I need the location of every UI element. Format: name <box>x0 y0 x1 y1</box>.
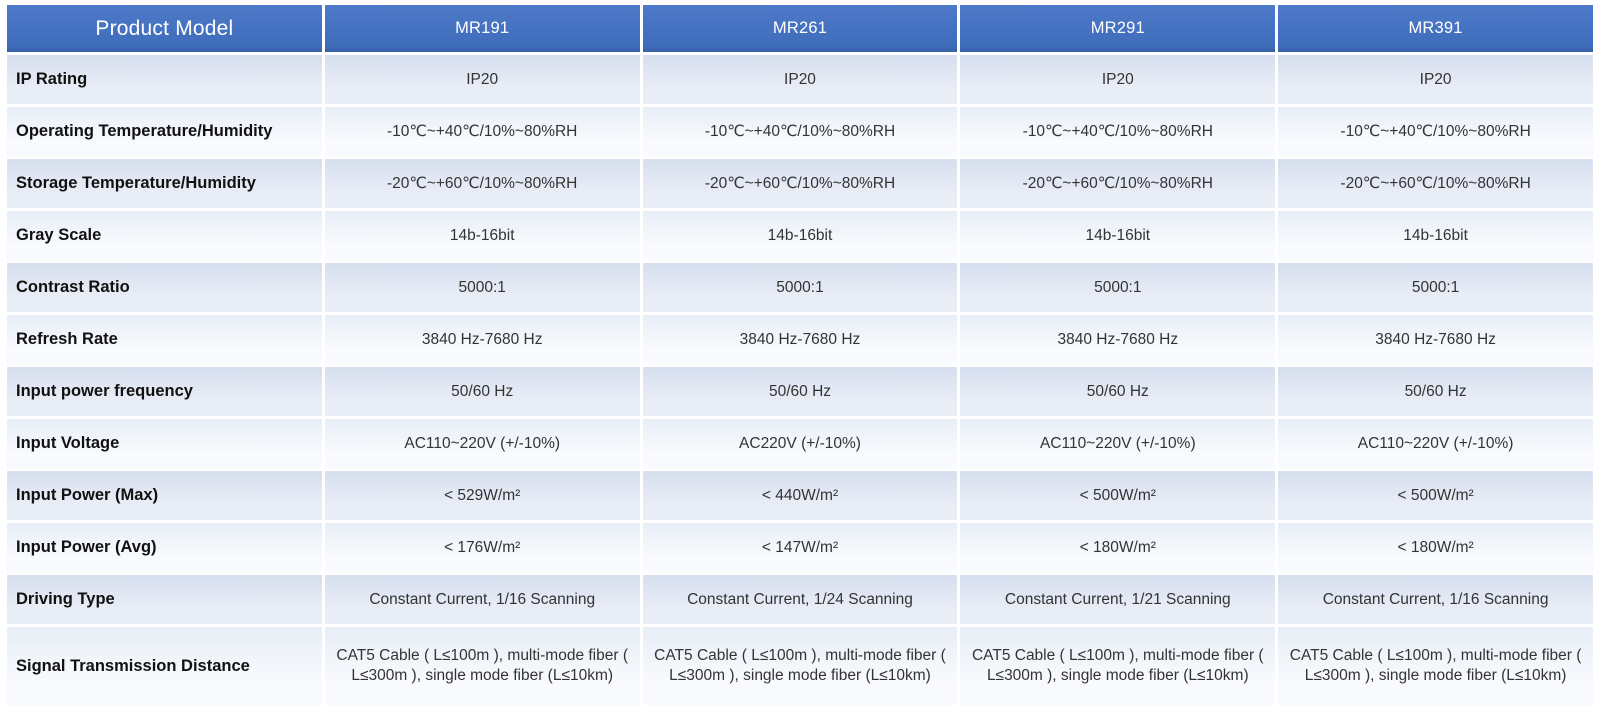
header-model-mr191: MR191 <box>324 5 640 52</box>
header-product-model: Product Model <box>7 5 322 52</box>
cell-value: 50/60 Hz <box>960 367 1276 416</box>
spec-table-header: Product Model MR191 MR261 MR291 MR391 <box>7 5 1593 52</box>
cell-value: 14b-16bit <box>642 211 958 260</box>
row-label: Operating Temperature/Humidity <box>7 107 322 156</box>
cell-value: -20℃~+60℃/10%~80%RH <box>960 159 1276 208</box>
cell-value: 14b-16bit <box>324 211 640 260</box>
cell-value: < 147W/m² <box>642 523 958 572</box>
header-model-mr391: MR391 <box>1278 5 1593 52</box>
row-label: Input Power (Avg) <box>7 523 322 572</box>
cell-value: 5000:1 <box>960 263 1276 312</box>
header-row: Product Model MR191 MR261 MR291 MR391 <box>7 5 1593 52</box>
table-row: IP Rating IP20 IP20 IP20 IP20 <box>7 55 1593 104</box>
cell-value: < 180W/m² <box>1278 523 1593 572</box>
cell-value: IP20 <box>1278 55 1593 104</box>
product-spec-table: Product Model MR191 MR261 MR291 MR391 IP Ra… <box>4 2 1596 708</box>
row-label: Signal Transmission Distance <box>7 627 322 705</box>
cell-value: Constant Current, 1/16 Scanning <box>324 575 640 624</box>
cell-value: Constant Current, 1/16 Scanning <box>1278 575 1593 624</box>
table-row: Signal Transmission Distance CAT5 Cable … <box>7 627 1593 705</box>
table-row: Input power frequency 50/60 Hz 50/60 Hz 50… <box>7 367 1593 416</box>
cell-value: -10℃~+40℃/10%~80%RH <box>1278 107 1593 156</box>
row-label: Contrast Ratio <box>7 263 322 312</box>
table-row: Operating Temperature/Humidity -10℃~+40℃… <box>7 107 1593 156</box>
cell-value: AC110~220V (+/-10%) <box>1278 419 1593 468</box>
row-label: Input Voltage <box>7 419 322 468</box>
cell-value: 3840 Hz-7680 Hz <box>324 315 640 364</box>
cell-value: CAT5 Cable ( L≤100m ), multi-mode fiber … <box>960 627 1276 705</box>
cell-value: AC110~220V (+/-10%) <box>960 419 1276 468</box>
table-row: Gray Scale 14b-16bit 14b-16bit 14b-16bit 14… <box>7 211 1593 260</box>
cell-value: < 500W/m² <box>1278 471 1593 520</box>
row-label: IP Rating <box>7 55 322 104</box>
cell-value: -10℃~+40℃/10%~80%RH <box>642 107 958 156</box>
cell-value: < 176W/m² <box>324 523 640 572</box>
table-row: Input Voltage AC110~220V (+/-10%) AC220V … <box>7 419 1593 468</box>
row-label: Input power frequency <box>7 367 322 416</box>
row-label: Storage Temperature/Humidity <box>7 159 322 208</box>
cell-value: IP20 <box>324 55 640 104</box>
cell-value: 5000:1 <box>324 263 640 312</box>
cell-value: 3840 Hz-7680 Hz <box>1278 315 1593 364</box>
table-row: Refresh Rate 3840 Hz-7680 Hz 3840 Hz-7680… <box>7 315 1593 364</box>
table-row: Driving Type Constant Current, 1/16 Scan… <box>7 575 1593 624</box>
cell-value: 5000:1 <box>642 263 958 312</box>
cell-value: -20℃~+60℃/10%~80%RH <box>642 159 958 208</box>
cell-value: 14b-16bit <box>1278 211 1593 260</box>
row-label: Refresh Rate <box>7 315 322 364</box>
spec-table-body: IP Rating IP20 IP20 IP20 IP20 Operating Tem… <box>7 55 1593 705</box>
cell-value: < 180W/m² <box>960 523 1276 572</box>
cell-value: < 529W/m² <box>324 471 640 520</box>
cell-value: 14b-16bit <box>960 211 1276 260</box>
header-model-mr261: MR261 <box>642 5 958 52</box>
cell-value: IP20 <box>960 55 1276 104</box>
cell-value: -10℃~+40℃/10%~80%RH <box>960 107 1276 156</box>
cell-value: 3840 Hz-7680 Hz <box>960 315 1276 364</box>
table-row: Storage Temperature/Humidity -20℃~+60℃/1… <box>7 159 1593 208</box>
cell-value: 3840 Hz-7680 Hz <box>642 315 958 364</box>
table-row: Contrast Ratio 5000:1 5000:1 5000:1 5000:1 <box>7 263 1593 312</box>
cell-value: -10℃~+40℃/10%~80%RH <box>324 107 640 156</box>
cell-value: CAT5 Cable ( L≤100m ), multi-mode fiber … <box>1278 627 1593 705</box>
cell-value: CAT5 Cable ( L≤100m ), multi-mode fiber … <box>324 627 640 705</box>
table-row: Input Power (Avg) < 176W/m² < 147W/m² < 18… <box>7 523 1593 572</box>
cell-value: 50/60 Hz <box>1278 367 1593 416</box>
cell-value: < 500W/m² <box>960 471 1276 520</box>
cell-value: -20℃~+60℃/10%~80%RH <box>324 159 640 208</box>
cell-value: Constant Current, 1/24 Scanning <box>642 575 958 624</box>
cell-value: Constant Current, 1/21 Scanning <box>960 575 1276 624</box>
cell-value: < 440W/m² <box>642 471 958 520</box>
cell-value: AC220V (+/-10%) <box>642 419 958 468</box>
row-label: Input Power (Max) <box>7 471 322 520</box>
cell-value: AC110~220V (+/-10%) <box>324 419 640 468</box>
cell-value: 5000:1 <box>1278 263 1593 312</box>
row-label: Driving Type <box>7 575 322 624</box>
row-label: Gray Scale <box>7 211 322 260</box>
cell-value: IP20 <box>642 55 958 104</box>
cell-value: CAT5 Cable ( L≤100m ), multi-mode fiber … <box>642 627 958 705</box>
header-model-mr291: MR291 <box>960 5 1276 52</box>
table-row: Input Power (Max) < 529W/m² < 440W/m² < 50… <box>7 471 1593 520</box>
cell-value: 50/60 Hz <box>324 367 640 416</box>
cell-value: -20℃~+60℃/10%~80%RH <box>1278 159 1593 208</box>
cell-value: 50/60 Hz <box>642 367 958 416</box>
